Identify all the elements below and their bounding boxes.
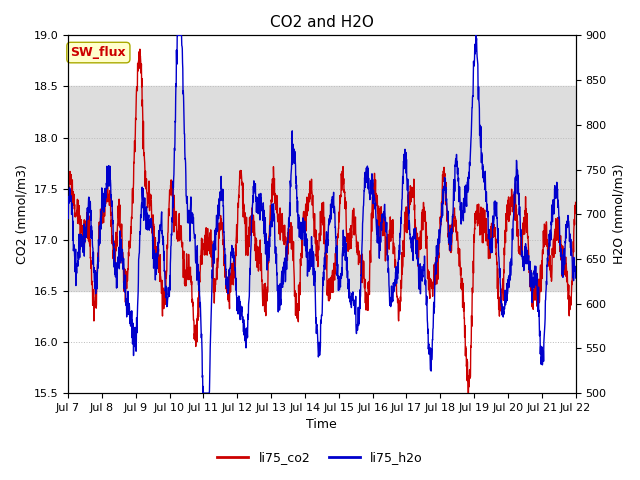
li75_h2o [557,250,565,255]
li75_h2o [465,179,472,185]
li75_h2o [173,33,181,38]
li75_co2 [572,200,579,205]
li75_co2 [557,242,565,248]
Line: li75_h2o: li75_h2o [68,36,575,393]
Line: li75_co2: li75_co2 [68,49,575,393]
li75_h2o [298,220,306,226]
li75_co2 [136,46,144,52]
li75_co2 [464,381,472,386]
Bar [68,86,575,291]
Title: CO2 and H2O: CO2 and H2O [270,15,374,30]
li75_co2 [557,257,565,263]
li75_co2 [90,318,98,324]
li75_h2o [312,294,319,300]
li75_co2 [64,173,72,179]
li75_h2o [572,275,579,281]
Y-axis label: H2O (mmol/m3): H2O (mmol/m3) [612,164,625,264]
Legend: li75_co2, li75_h2o: li75_co2, li75_h2o [212,446,428,469]
X-axis label: Time: Time [307,419,337,432]
li75_co2 [465,390,472,396]
li75_h2o [64,210,72,216]
Y-axis label: CO2 (mmol/m3): CO2 (mmol/m3) [15,164,28,264]
Text: SW_flux: SW_flux [70,46,126,59]
li75_h2o [557,246,565,252]
li75_co2 [298,250,305,255]
li75_h2o [199,390,207,396]
li75_co2 [311,233,319,239]
li75_h2o [90,264,98,270]
